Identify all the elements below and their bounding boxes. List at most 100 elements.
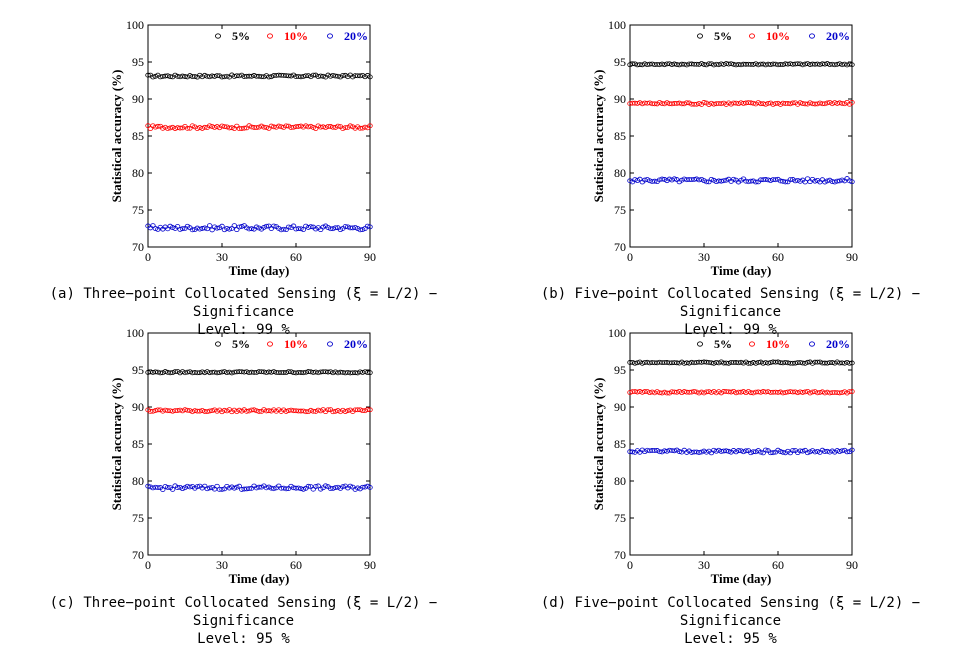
data-point [728,61,734,67]
data-point [849,447,855,453]
data-point [659,101,665,106]
data-point [664,390,670,396]
data-point [659,176,665,182]
legend-marker [267,33,273,39]
data-point [155,407,161,413]
data-point [290,124,297,130]
data-point [691,389,697,394]
data-point [305,483,312,489]
data-point [219,74,225,80]
legend-label: 20% [344,337,368,351]
data-point [342,125,349,131]
data-point [790,448,796,453]
data-point [706,359,712,365]
legend-label: 10% [766,29,790,43]
data-point [221,124,228,130]
data-point [167,370,173,376]
data-point [777,178,784,184]
data-point [177,125,183,131]
x-tick-label: 60 [772,250,784,264]
y-tick-label: 80 [614,166,626,180]
data-point [253,125,260,131]
data-point [345,408,351,414]
data-point [846,360,853,366]
legend-marker [697,33,703,39]
data-point [671,448,678,454]
data-point [206,485,213,491]
data-point [359,484,366,490]
data-point [679,101,685,107]
data-point [187,484,193,490]
data-point [745,360,752,366]
y-tick-label: 85 [132,129,144,143]
data-point [814,359,821,365]
data-point [359,408,366,414]
data-point [231,223,238,229]
data-point [197,226,203,232]
data-point [285,369,292,375]
data-point [676,100,683,106]
x-tick-label: 0 [145,250,151,264]
x-tick-label: 30 [216,558,228,572]
plot-frame [147,24,371,248]
data-point [770,61,776,67]
legend-label: 10% [284,29,308,43]
data-point [846,61,853,67]
data-point [745,179,752,185]
data-point [335,123,341,129]
data-point [243,408,250,414]
data-point [261,124,267,130]
data-point [812,101,818,107]
data-point [310,408,316,414]
y-tick-label: 90 [132,400,144,414]
data-point [202,124,208,130]
data-point [651,101,658,107]
data-point [686,389,692,395]
data-point [150,408,156,414]
data-point [251,370,257,375]
data-point [147,408,154,414]
data-point [300,227,307,232]
data-point [817,100,823,106]
data-point [150,74,156,80]
panel-b: 70 75 80 85 90 95 100 0 30 60 90 Time (day) Statisti… [487,0,974,338]
data-point [362,124,368,130]
legend-label: 20% [826,29,850,43]
data-point [330,72,336,78]
data-point [246,73,252,79]
data-point [263,223,270,229]
data-point [145,72,151,78]
data-point [320,73,326,79]
data-point [248,226,255,232]
data-point [234,227,240,233]
legend-marker [749,341,755,347]
data-point [310,72,316,78]
data-point [332,485,339,491]
data-point [780,390,786,396]
data-point [246,486,252,492]
data-point [239,126,245,131]
data-point [839,448,845,454]
data-point [278,124,284,130]
x-tick-label: 30 [698,558,710,572]
x-tick-label: 90 [846,558,858,572]
data-point [271,124,277,130]
data-point [340,73,346,78]
caption-b: (b) Five−point Collocated Sensing (ξ = L… [540,286,921,338]
data-point [627,449,633,455]
data-point [723,448,729,454]
data-point [849,389,855,394]
data-point [711,101,717,107]
data-point [364,223,371,229]
y-tick-label: 80 [614,474,626,488]
data-point [819,101,826,107]
data-point [671,176,678,182]
data-point [661,62,668,68]
panel-c: 70 75 80 85 90 95 100 0 30 60 90 Time (day) Statisti… [0,319,487,647]
data-point [728,389,734,395]
data-point [777,449,784,454]
y-tick-label: 75 [614,203,626,217]
data-point [846,389,853,395]
chart-d: 70 75 80 85 90 95 100 0 30 60 90 Time (day) Statisti… [591,326,858,586]
data-point [194,484,201,490]
